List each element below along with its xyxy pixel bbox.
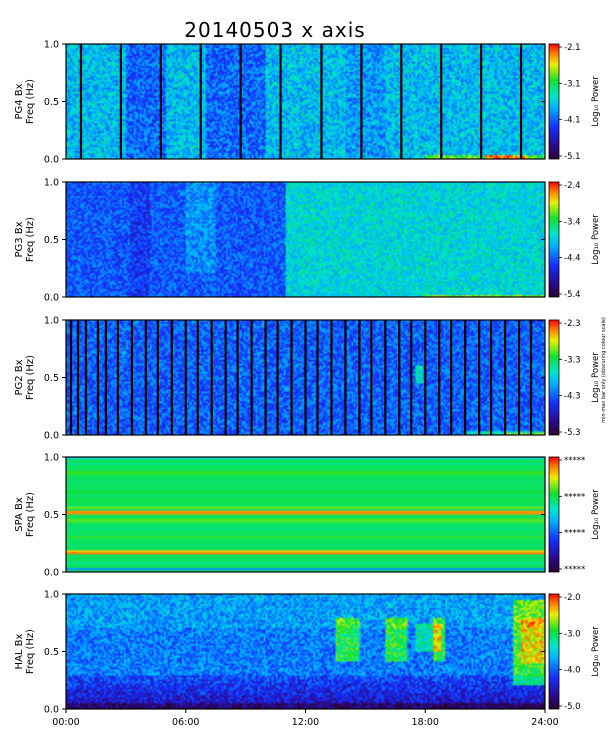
spectrogram-panel-1: 0.0 0.5 1.0 PG4 Bx Freq (Hz) -2.1 -3.1 -4.1 -5.1… <box>14 40 601 166</box>
y-tick-label: 1.0 <box>44 590 59 601</box>
y-tick-label: 0.5 <box>44 647 59 658</box>
freq-axis-label: Freq (Hz) <box>25 355 36 400</box>
colorbar-label: Log₁₀ Power <box>591 352 601 403</box>
spectrogram-image <box>66 457 545 572</box>
y-tick-label: 0.0 <box>44 155 59 166</box>
colorbar-tick-label: -5.3 <box>564 428 581 438</box>
colorbar-tick-label: -3.0 <box>564 629 581 639</box>
colorbar-tick-label: -5.0 <box>564 702 581 712</box>
y-tick-label: 1.0 <box>44 40 59 51</box>
colorbar-tick-label: -3.1 <box>564 79 581 89</box>
colorbar-tick-label: -5.4 <box>564 290 581 300</box>
colorbar-tick-label: ***** <box>564 529 585 539</box>
x-tick-label: 18:00 <box>412 717 439 728</box>
colorbar-tick-label: -2.0 <box>564 593 581 603</box>
spectrogram-image <box>66 182 545 297</box>
colorbar-label: Log₁₀ Power <box>591 626 601 677</box>
x-tick-label: 24:00 <box>531 717 558 728</box>
spectrogram-panel-3: 0.0 0.5 1.0 PG2 Bx Freq (Hz) -2.3 -3.3 -4.3 -5.3… <box>14 316 601 442</box>
colorbar <box>548 456 560 573</box>
colorbar-label: Log₁₀ Power <box>591 214 601 265</box>
y-tick-label: 0.0 <box>44 568 59 579</box>
y-tick-label: 0.5 <box>44 97 59 108</box>
station-label: PG4 Bx <box>14 83 25 119</box>
y-tick-label: 0.5 <box>44 510 59 521</box>
spectrogram-image <box>66 44 545 159</box>
y-tick-label: 1.0 <box>44 178 59 189</box>
colorbar-tick-label: -5.1 <box>564 152 581 162</box>
colorbar-tick-label: -4.4 <box>564 254 581 264</box>
y-tick-label: 1.0 <box>44 453 59 464</box>
colorbar-tick-label: -2.4 <box>564 181 581 191</box>
station-label: PG3 Bx <box>14 221 25 257</box>
colorbar <box>548 593 560 710</box>
colorbar-tick-label: ***** <box>564 456 585 466</box>
figure-title: 20140503 x axis <box>184 18 365 42</box>
y-tick-label: 0.0 <box>44 431 59 442</box>
spectrogram-panel-4: 0.0 0.5 1.0 SPA Bx Freq (Hz) ***** ***** ***** *… <box>14 453 601 579</box>
colorbar-tick-label: -4.3 <box>564 392 581 402</box>
spectrogram-panel-5: 0.0 0.5 1.0 HAL Bx Freq (Hz) -2.0 -3.0 -4.0 -5.0… <box>14 590 601 716</box>
station-label: SPA Bx <box>14 497 25 532</box>
freq-axis-label: Freq (Hz) <box>25 629 36 674</box>
colorbar-label: Log₁₀ Power <box>591 76 601 127</box>
colorbar-tick-label: -4.0 <box>564 666 581 676</box>
colorbar-tick-label: -3.3 <box>564 355 581 365</box>
colorbar-tick-label: -2.3 <box>564 319 581 329</box>
y-tick-label: 0.5 <box>44 235 59 246</box>
side-note: min-max bar only (obscuring colour scale… <box>601 317 607 423</box>
colorbar <box>548 43 560 160</box>
freq-axis-label: Freq (Hz) <box>25 79 36 124</box>
y-tick-label: 1.0 <box>44 316 59 327</box>
colorbar-tick-label: ***** <box>564 492 585 502</box>
station-label: HAL Bx <box>14 633 25 669</box>
x-tick-label: 06:00 <box>172 717 199 728</box>
colorbar-tick-label: ***** <box>564 565 585 575</box>
spectrogram-panel-2: 0.0 0.5 1.0 PG3 Bx Freq (Hz) -2.4 -3.4 -4.4 -5.4… <box>14 178 601 304</box>
freq-axis-label: Freq (Hz) <box>25 217 36 262</box>
spectrogram-image <box>66 594 545 709</box>
colorbar <box>548 181 560 298</box>
y-tick-label: 0.5 <box>44 373 59 384</box>
colorbar-tick-label: -4.1 <box>564 116 581 126</box>
station-label: PG2 Bx <box>14 359 25 395</box>
x-tick-label: 00:00 <box>52 717 79 728</box>
x-tick-label: 12:00 <box>292 717 319 728</box>
y-tick-label: 0.0 <box>44 705 59 716</box>
colorbar-tick-label: -3.4 <box>564 217 581 227</box>
colorbar-label: Log₁₀ Power <box>591 489 601 540</box>
y-tick-label: 0.0 <box>44 293 59 304</box>
colorbar <box>548 319 560 436</box>
colorbar-tick-label: -2.1 <box>564 43 581 53</box>
freq-axis-label: Freq (Hz) <box>25 492 36 537</box>
